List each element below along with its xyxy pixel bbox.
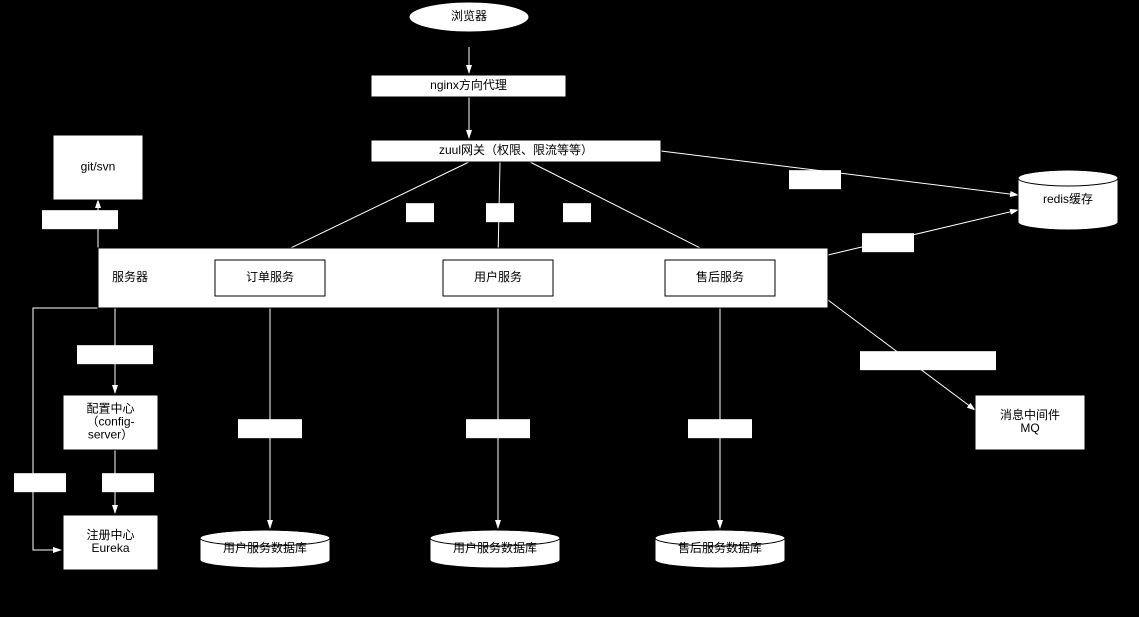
architecture-diagram: 浏览器 nginx方向代理 zuul网关（权限、限流等等） git/svn 服务器 订单服… bbox=[0, 0, 1139, 617]
node-label-eureka: 注册中心 bbox=[86, 527, 134, 542]
node-label-browser: 浏览器 bbox=[451, 8, 487, 23]
edge-label: 转发 bbox=[408, 205, 432, 220]
node-label-user: 用户服务 bbox=[474, 269, 522, 284]
edge-zuul-order bbox=[270, 162, 469, 258]
node-db_after: 售后服务数据库 bbox=[655, 530, 785, 568]
node-label-zuul: zuul网关（权限、限流等等） bbox=[439, 143, 593, 157]
edge-label: 服务注册 bbox=[104, 475, 152, 490]
node-zuul: zuul网关（权限、限流等等） bbox=[371, 140, 661, 162]
edge-zuul-aftersale bbox=[530, 162, 720, 258]
edge-label: 配置文件拉取 bbox=[79, 347, 151, 362]
node-label-gitsvn: git/svn bbox=[81, 160, 116, 174]
node-label-db_user2: 用户服务数据库 bbox=[453, 540, 537, 555]
node-db_user2: 用户服务数据库 bbox=[430, 530, 560, 568]
edge-label: 操作数据库 bbox=[468, 421, 528, 436]
node-label-server: 服务器 bbox=[112, 269, 148, 284]
node-order: 订单服务 bbox=[215, 260, 325, 296]
node-label-nginx: nginx方向代理 bbox=[430, 77, 507, 92]
node-label-config: 配置中心 bbox=[86, 401, 134, 416]
edge-label: 操作数据库 bbox=[690, 421, 750, 436]
edge-label: 远程调用 bbox=[359, 269, 407, 284]
edge-label: 解耦、削峰、分布式事务 bbox=[862, 353, 994, 368]
node-nginx: nginx方向代理 bbox=[371, 75, 566, 97]
edge-server-redis bbox=[828, 210, 1018, 255]
node-config: 配置中心（config-server） bbox=[63, 395, 158, 450]
node-label-config: server） bbox=[88, 428, 133, 442]
node-label-config: （config- bbox=[86, 415, 134, 429]
edge-label: 数据缓存 bbox=[864, 235, 912, 250]
node-label-mq: MQ bbox=[1020, 421, 1039, 435]
node-label-order: 订单服务 bbox=[246, 269, 294, 284]
node-gitsvn: git/svn bbox=[53, 135, 143, 200]
edge-label: 操作数据库 bbox=[240, 421, 300, 436]
node-label-redis: redis缓存 bbox=[1043, 192, 1093, 206]
node-mq: 消息中间件MQ bbox=[975, 395, 1085, 450]
node-eureka: 注册中心Eureka bbox=[63, 515, 158, 570]
node-user: 用户服务 bbox=[443, 260, 553, 296]
edge-label: 转发 bbox=[488, 205, 512, 220]
node-aftersale: 售后服务 bbox=[665, 260, 775, 296]
edge-label: 服务注册 bbox=[16, 475, 64, 490]
node-label-eureka: Eureka bbox=[91, 541, 129, 555]
node-browser: 浏览器 bbox=[409, 2, 529, 32]
node-label-mq: 消息中间件 bbox=[1000, 407, 1060, 422]
node-redis: redis缓存 bbox=[1018, 170, 1118, 230]
edge-label: 远程调用 bbox=[584, 269, 632, 284]
edge-label: 拉取配置文件 bbox=[44, 212, 116, 227]
node-db_user1: 用户服务数据库 bbox=[200, 530, 330, 568]
edge-label: 权限校验 bbox=[791, 172, 839, 187]
node-label-db_after: 售后服务数据库 bbox=[678, 540, 762, 555]
edge-label: 转发 bbox=[565, 205, 589, 220]
node-label-db_user1: 用户服务数据库 bbox=[223, 540, 307, 555]
node-label-aftersale: 售后服务 bbox=[696, 269, 744, 284]
